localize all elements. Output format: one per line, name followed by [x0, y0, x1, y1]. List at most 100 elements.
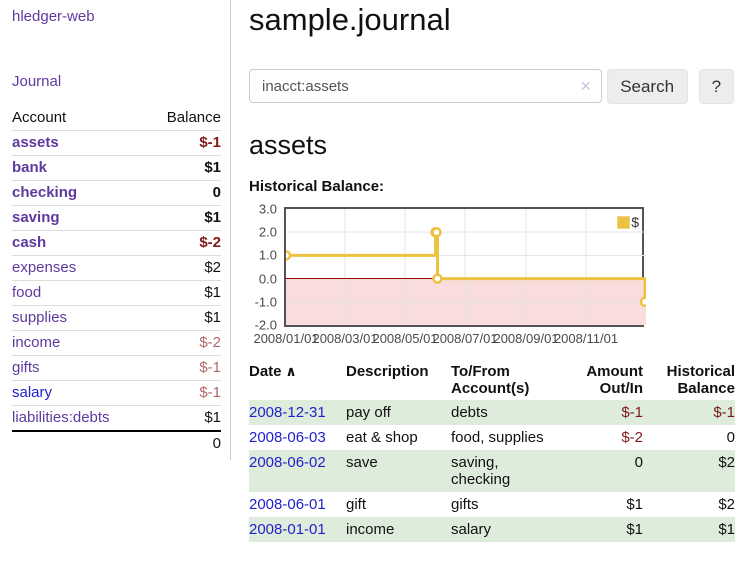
register-accounts: food, supplies: [451, 429, 544, 446]
account-link-food[interactable]: food: [12, 284, 42, 301]
page-title: sample.journal: [249, 2, 451, 37]
register-accounts: gifts: [451, 496, 479, 513]
help-button[interactable]: ?: [698, 69, 735, 104]
nav-journal-link[interactable]: Journal: [12, 73, 62, 90]
accounts-total-balance: 0: [146, 430, 221, 456]
register-balance: 0: [726, 429, 735, 446]
account-balance: $1: [204, 409, 221, 426]
accounts-table: Account Balance assets $-1 bank $1 checking 0…: [12, 106, 221, 456]
account-name-cell: cash: [12, 231, 146, 256]
transaction-date-link[interactable]: 2008-06-01: [249, 496, 326, 513]
register-header-amount: Amount Out/In: [586, 363, 643, 397]
account-link-bank[interactable]: bank: [12, 159, 48, 176]
account-link-saving[interactable]: saving: [12, 209, 60, 226]
register-header-date[interactable]: Date ∧: [249, 363, 297, 380]
account-row-food: food $1: [12, 280, 221, 306]
account-balance: $-2: [199, 234, 221, 251]
account-row-supplies: supplies $1: [12, 305, 221, 331]
account-name-cell: income: [12, 331, 146, 356]
register-amount: $1: [626, 521, 643, 538]
register-header-row: Date ∧ Description To/From Account(s) Amoun…: [249, 361, 735, 400]
transaction-date-link[interactable]: 2008-01-01: [249, 521, 326, 538]
historical-balance-chart: 3.0 2.0 1.0 0.0 -1.0 -2.0 $ 2008/01/01 2008/03…: [249, 202, 734, 349]
y-axis-tick-label: 2.0: [258, 224, 277, 240]
y-axis-tick-label: -2.0: [254, 317, 277, 333]
register-date-cell: 2008-01-01: [249, 517, 346, 542]
legend-swatch-icon: [617, 215, 631, 229]
account-link-cash[interactable]: cash: [12, 234, 47, 251]
account-link-expenses[interactable]: expenses: [12, 259, 77, 276]
account-row-liabilities-debts: liabilities:debts $1: [12, 405, 221, 432]
x-axis-tick-label: 2008/11/01: [553, 331, 619, 346]
register-description: income: [346, 521, 395, 538]
clear-search-icon[interactable]: ✕: [579, 78, 592, 94]
account-row-gifts: gifts $-1: [12, 355, 221, 381]
account-link-assets[interactable]: assets: [12, 134, 59, 151]
register-accounts: salary: [451, 521, 492, 538]
account-name-cell: bank: [12, 156, 146, 181]
account-balance: $1: [204, 284, 221, 301]
register-balance: $2: [718, 496, 735, 513]
register-header-balance: Historical Balance: [666, 363, 735, 397]
account-link-income[interactable]: income: [12, 334, 61, 351]
account-balance: $-1: [199, 134, 221, 151]
register-row: 2008-06-02 save saving, checking 0 $2: [249, 450, 735, 492]
register-row: 2008-12-31 pay off debts $-1 $-1: [249, 400, 735, 425]
register-balance: $2: [718, 454, 735, 471]
chart-legend: $: [617, 214, 639, 230]
app-root: hledger-web Journal Account Balance asse…: [12, 0, 742, 542]
transaction-date-link[interactable]: 2008-12-31: [249, 404, 326, 421]
account-balance: $1: [204, 309, 221, 326]
brand-link[interactable]: hledger-web: [12, 8, 95, 25]
account-link-checking[interactable]: checking: [12, 184, 78, 201]
chart-title: Historical Balance:: [249, 178, 385, 195]
accounts-header-account: Account: [12, 109, 67, 126]
register-date-cell: 2008-12-31: [249, 400, 346, 425]
account-link-supplies[interactable]: supplies: [12, 309, 68, 326]
chart-plot-area[interactable]: $: [284, 207, 646, 327]
x-axis-tick-label: 2008/01/01: [253, 331, 319, 346]
account-row-bank: bank $1: [12, 155, 221, 181]
transaction-date-link[interactable]: 2008-06-02: [249, 454, 326, 471]
register-balance: $-1: [713, 404, 735, 421]
accounts-header-row: Account Balance: [12, 106, 221, 131]
register-accounts: saving, checking: [451, 454, 511, 488]
transaction-date-link[interactable]: 2008-06-03: [249, 429, 326, 446]
search-input[interactable]: [249, 69, 602, 103]
search-button[interactable]: Search: [606, 69, 688, 104]
register-description: eat & shop: [346, 429, 418, 446]
account-link-liabilities-debts[interactable]: liabilities:debts: [12, 409, 110, 426]
account-link-salary[interactable]: salary: [12, 384, 53, 401]
account-link-gifts[interactable]: gifts: [12, 359, 40, 376]
register-amount: 0: [634, 454, 643, 471]
accounts-total-spacer: [12, 430, 147, 456]
register-balance: $1: [718, 521, 735, 538]
register-row: 2008-06-03 eat & shop food, supplies $-2 0: [249, 425, 735, 450]
register-amount: $-1: [621, 404, 643, 421]
account-name-cell: gifts: [12, 356, 146, 381]
register-date-cell: 2008-06-01: [249, 492, 346, 517]
x-axis-tick-label: 2008/03/01: [312, 331, 378, 346]
account-balance: $-2: [199, 334, 221, 351]
account-row-checking: checking 0: [12, 180, 221, 206]
y-axis-tick-label: 1.0: [258, 247, 277, 263]
account-row-expenses: expenses $2: [12, 255, 221, 281]
register-amount: $1: [626, 496, 643, 513]
account-name-cell: supplies: [12, 306, 146, 331]
account-balance: $1: [204, 209, 221, 226]
register-description: save: [346, 454, 378, 471]
search-box: ✕: [249, 69, 602, 104]
account-name-cell: assets: [12, 131, 146, 156]
register-date-cell: 2008-06-02: [249, 450, 346, 492]
y-axis-tick-label: -1.0: [254, 294, 277, 310]
account-name-cell: salary: [12, 381, 146, 406]
account-name-cell: expenses: [12, 256, 146, 281]
main-content: sample.journal ✕ Search ? assets Histori…: [231, 0, 742, 542]
register-header-tofrom: To/From Account(s): [451, 363, 530, 397]
account-heading: assets: [249, 130, 328, 160]
x-axis-tick-label: 2008/09/01: [493, 331, 559, 346]
account-row-saving: saving $1: [12, 205, 221, 231]
register-row: 2008-01-01 income salary $1 $1: [249, 517, 735, 542]
accounts-header-balance: Balance: [166, 109, 221, 126]
chart-canvas: [286, 209, 646, 325]
